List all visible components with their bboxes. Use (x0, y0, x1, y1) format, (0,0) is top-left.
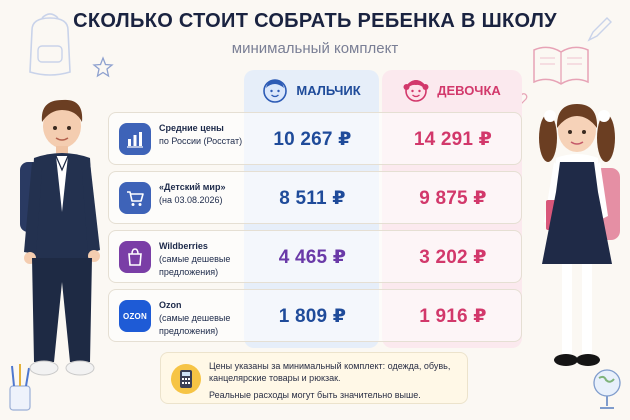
boy-price: 4 465 ₽ (278, 247, 347, 268)
girl-price: 9 875 ₽ (419, 188, 487, 209)
footnote-box: Цены указаны за минимальный комплект: од… (160, 352, 468, 404)
calculator-icon (171, 364, 201, 394)
shopping-cart-icon (119, 182, 151, 214)
girl-column-header: ДЕВОЧКА (382, 72, 522, 108)
row-source-detail: (на 03.08.2026) (159, 195, 223, 205)
girl-illustration (539, 104, 620, 366)
footnote-warning: Реальные расходы могут быть значительно … (209, 390, 421, 400)
row-label: Wildberries (самые дешевые предложения) (159, 240, 249, 279)
row-source-detail: (самые дешевые предложения) (159, 254, 231, 277)
boy-price: 1 809 ₽ (278, 306, 347, 327)
girl-price: 1 916 ₽ (419, 306, 487, 327)
girl-face-icon (403, 80, 429, 102)
page-subtitle: минимальный комплект (231, 40, 399, 57)
boy-column-header: МАЛЬЧИК (244, 72, 379, 108)
ozon-logo: OZON (119, 300, 151, 332)
boy-price: 8 511 ₽ (279, 188, 346, 209)
row-label: Ozon (самые дешевые предложения) (159, 299, 249, 338)
row-source-name: Wildberries (159, 241, 208, 251)
row-source-name: Средние цены (159, 123, 224, 133)
ozon-logo-text: OZON (123, 311, 147, 321)
price-row-wildberries: Wildberries (самые дешевые предложения) … (108, 230, 522, 283)
row-source-detail: (самые дешевые предложения) (159, 313, 231, 336)
row-source-detail: по России (Росстат) (159, 136, 243, 146)
girl-column-label: ДЕВОЧКА (437, 82, 501, 98)
girl-price: 14 291 ₽ (413, 129, 493, 150)
row-label: «Детский мир» (на 03.08.2026) (159, 181, 249, 207)
star-doodle-icon (92, 56, 114, 78)
girl-price: 3 202 ₽ (419, 247, 487, 268)
boy-price: 10 267 ₽ (273, 129, 352, 150)
pencils-cup-doodle-icon (9, 364, 31, 411)
price-row-rosstat: Средние цены по России (Росстат) 10 267 … (108, 112, 522, 165)
page-title: СКОЛЬКО СТОИТ СОБРАТЬ РЕБЕНКА В ШКОЛУ (73, 10, 557, 32)
bar-chart-icon (119, 123, 151, 155)
boy-face-icon (263, 79, 288, 103)
boy-illustration (20, 99, 100, 376)
boy-column-label: МАЛЬЧИК (296, 82, 361, 98)
footnote-text: Цены указаны за минимальный комплект: од… (209, 361, 451, 383)
pencil-doodle-icon (587, 17, 612, 42)
price-row-ozon: OZON Ozon (самые дешевые предложения) 1 … (108, 289, 522, 342)
price-row-detsky-mir: «Детский мир» (на 03.08.2026) 8 511 ₽ 9 … (108, 171, 522, 224)
backpack-doodle-icon (29, 13, 71, 76)
row-source-name: «Детский мир» (159, 182, 226, 192)
shopping-bag-icon (119, 241, 151, 273)
row-label: Средние цены по России (Росстат) (159, 122, 249, 148)
book-doodle-icon (533, 46, 589, 85)
globe-doodle-icon (593, 369, 621, 409)
row-source-name: Ozon (159, 300, 182, 310)
